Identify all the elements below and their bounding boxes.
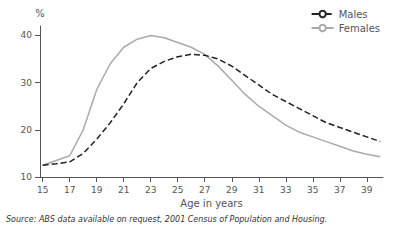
svg-text:Males: Males [339, 9, 368, 20]
svg-text:%: % [35, 8, 45, 19]
svg-text:30: 30 [21, 78, 33, 88]
svg-text:Age in years: Age in years [180, 198, 242, 209]
svg-text:20: 20 [21, 125, 33, 135]
svg-text:Source: ABS data available on: Source: ABS data available on request, 2… [6, 215, 327, 224]
svg-text:15: 15 [37, 185, 48, 195]
svg-text:23: 23 [145, 185, 156, 195]
svg-text:37: 37 [334, 185, 345, 195]
svg-text:40: 40 [21, 30, 33, 40]
svg-text:19: 19 [91, 185, 103, 195]
svg-text:17: 17 [64, 185, 75, 195]
svg-text:Females: Females [339, 23, 380, 34]
svg-text:29: 29 [226, 185, 238, 195]
svg-text:21: 21 [118, 185, 129, 195]
svg-text:39: 39 [361, 185, 373, 195]
svg-text:35: 35 [307, 185, 318, 195]
svg-text:25: 25 [172, 185, 183, 195]
svg-text:10: 10 [21, 172, 33, 182]
svg-text:33: 33 [280, 185, 291, 195]
svg-text:31: 31 [253, 185, 264, 195]
svg-text:27: 27 [199, 185, 210, 195]
